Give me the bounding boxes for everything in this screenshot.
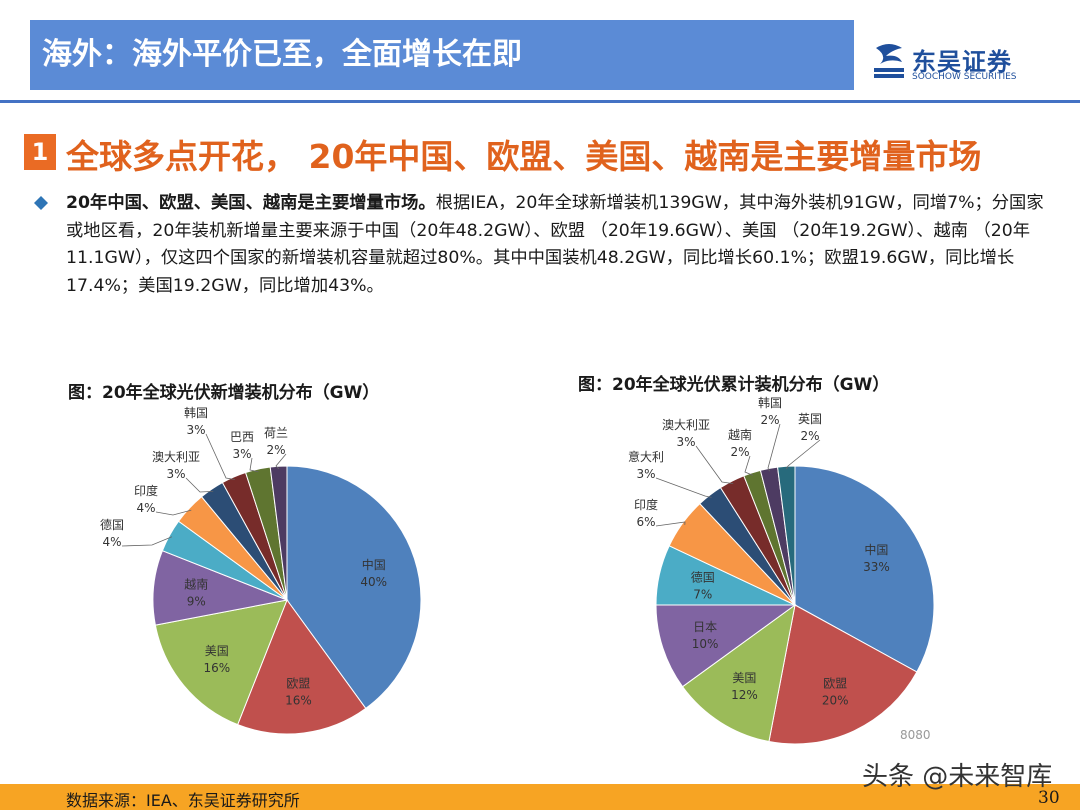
watermark: 头条 @未来智库: [862, 762, 1053, 792]
slice-category-label: 澳大利亚: [662, 418, 710, 432]
slice-category-label: 越南: [184, 576, 208, 591]
slice-percent-label: 40%: [360, 575, 387, 589]
slice-category-label: 欧盟: [823, 677, 847, 691]
slice-percent-label: 4%: [136, 501, 155, 515]
pie-slice-美国: [681, 603, 796, 743]
slice-percent-label: 12%: [731, 688, 758, 702]
slice-category-label: 美国: [205, 644, 229, 658]
slice-percent-label: 16%: [203, 661, 230, 675]
slice-category-label: 日本: [693, 620, 717, 634]
slice-percent-label: 2%: [266, 443, 285, 457]
body-lead: 20年中国、欧盟、美国、越南是主要增量市场。: [66, 193, 436, 213]
pie-slice-英国: [777, 465, 796, 606]
leader-line-德国: [121, 536, 173, 547]
slice-category-label: 韩国: [184, 405, 208, 420]
slice-category-label: 澳大利亚: [152, 450, 200, 464]
data-source: 数据来源：IEA、东吴证券研究所: [66, 791, 300, 810]
leader-line-印度: [155, 509, 192, 516]
slice-category-label: 韩国: [758, 395, 782, 410]
diamond-bullet-icon: [34, 196, 48, 210]
leader-line-澳大利亚: [185, 477, 214, 493]
slice-category-label: 越南: [728, 427, 752, 442]
chart-title-new: 图：20年全球光伏新增装机分布（GW）: [68, 383, 380, 403]
leader-line-澳大利亚: [695, 445, 734, 484]
slice-percent-label: 9%: [187, 594, 206, 608]
section-title: 全球多点开花， 20年中国、欧盟、美国、越南是主要增量市场: [66, 137, 982, 176]
slice-percent-label: 3%: [166, 467, 185, 481]
header-divider: [0, 100, 1080, 103]
body-paragraph: 20年中国、欧盟、美国、越南是主要增量市场。根据IEA，20年全球新增装机139…: [66, 190, 1056, 300]
pie-slice-中国: [794, 465, 935, 673]
company-logo: 东吴证券 SOOCHOW SECURITIES: [872, 42, 1032, 88]
slice-category-label: 中国: [864, 542, 888, 557]
slice-category-label: 印度: [134, 483, 158, 498]
slice-percent-label: 10%: [692, 637, 719, 651]
pie-slice-欧盟: [237, 598, 367, 735]
slice-percent-label: 33%: [863, 560, 890, 574]
page-header: 海外：海外平价已至，全面增长在即: [30, 20, 854, 90]
pie-slice-荷兰: [269, 465, 288, 601]
leader-line-英国: [786, 439, 821, 470]
pie-chart-cumulative: 中国 33% 欧盟 20% 美国 12% 日本 10% 德国 7% 印度 6% 意大利 3% 澳大利亚 3% 越…: [628, 395, 935, 745]
slice-percent-label: 7%: [693, 587, 712, 601]
slice-percent-label: 3%: [676, 435, 695, 449]
slice-percent-label: 6%: [636, 515, 655, 529]
leader-line-越南: [744, 455, 754, 476]
slice-percent-label: 2%: [800, 429, 819, 443]
slice-percent-label: 20%: [822, 694, 849, 708]
logo-mark-icon: [874, 44, 904, 78]
slice-percent-label: 4%: [102, 535, 121, 549]
watermark-small: 8080: [900, 728, 931, 742]
leader-line-韩国: [205, 433, 235, 480]
logo-subtitle: SOOCHOW SECURITIES: [912, 72, 1017, 82]
slice-category-label: 美国: [732, 671, 756, 685]
leader-line-巴西: [249, 457, 259, 473]
pie-slice-欧盟: [768, 604, 918, 745]
slice-percent-label: 3%: [186, 423, 205, 437]
slice-percent-label: 16%: [285, 693, 312, 707]
body-text: 根据IEA，20年全球新增装机139GW，其中海外装机91GW，同增7%；分国家…: [66, 193, 1044, 296]
section-number: 1: [24, 134, 56, 170]
leader-line-韩国: [767, 423, 781, 472]
slice-category-label: 印度: [634, 497, 658, 512]
slice-category-label: 英国: [798, 412, 822, 426]
slice-category-label: 荷兰: [264, 426, 288, 440]
slice-category-label: 德国: [100, 517, 124, 532]
pie-slice-美国: [154, 599, 288, 726]
slice-category-label: 巴西: [230, 430, 254, 444]
slice-category-label: 意大利: [628, 449, 664, 464]
slice-category-label: 中国: [362, 557, 386, 572]
footer-bar: [0, 784, 1080, 810]
chart-title-cumulative: 图：20年全球光伏累计装机分布（GW）: [578, 375, 890, 395]
pie-chart-new: 中国 40% 欧盟 16% 美国 16% 越南 9% 德国 4% 印度 4% 澳大利亚 3% 韩国 3% 巴西 3…: [100, 405, 422, 735]
leader-line-荷兰: [275, 453, 287, 470]
slice-percent-label: 3%: [636, 467, 655, 481]
logo-name: 东吴证券: [912, 48, 1012, 76]
page-number: 30: [1038, 788, 1060, 808]
page-title: 海外：海外平价已至，全面增长在即: [42, 37, 522, 72]
slice-percent-label: 2%: [760, 413, 779, 427]
slice-category-label: 欧盟: [286, 676, 310, 690]
slice-percent-label: 2%: [730, 445, 749, 459]
pie-slice-日本: [655, 604, 797, 688]
slice-category-label: 德国: [691, 569, 715, 584]
leader-line-印度: [655, 521, 686, 527]
slice-percent-label: 3%: [232, 447, 251, 461]
pie-slice-中国: [286, 465, 422, 710]
leader-line-意大利: [655, 477, 712, 498]
